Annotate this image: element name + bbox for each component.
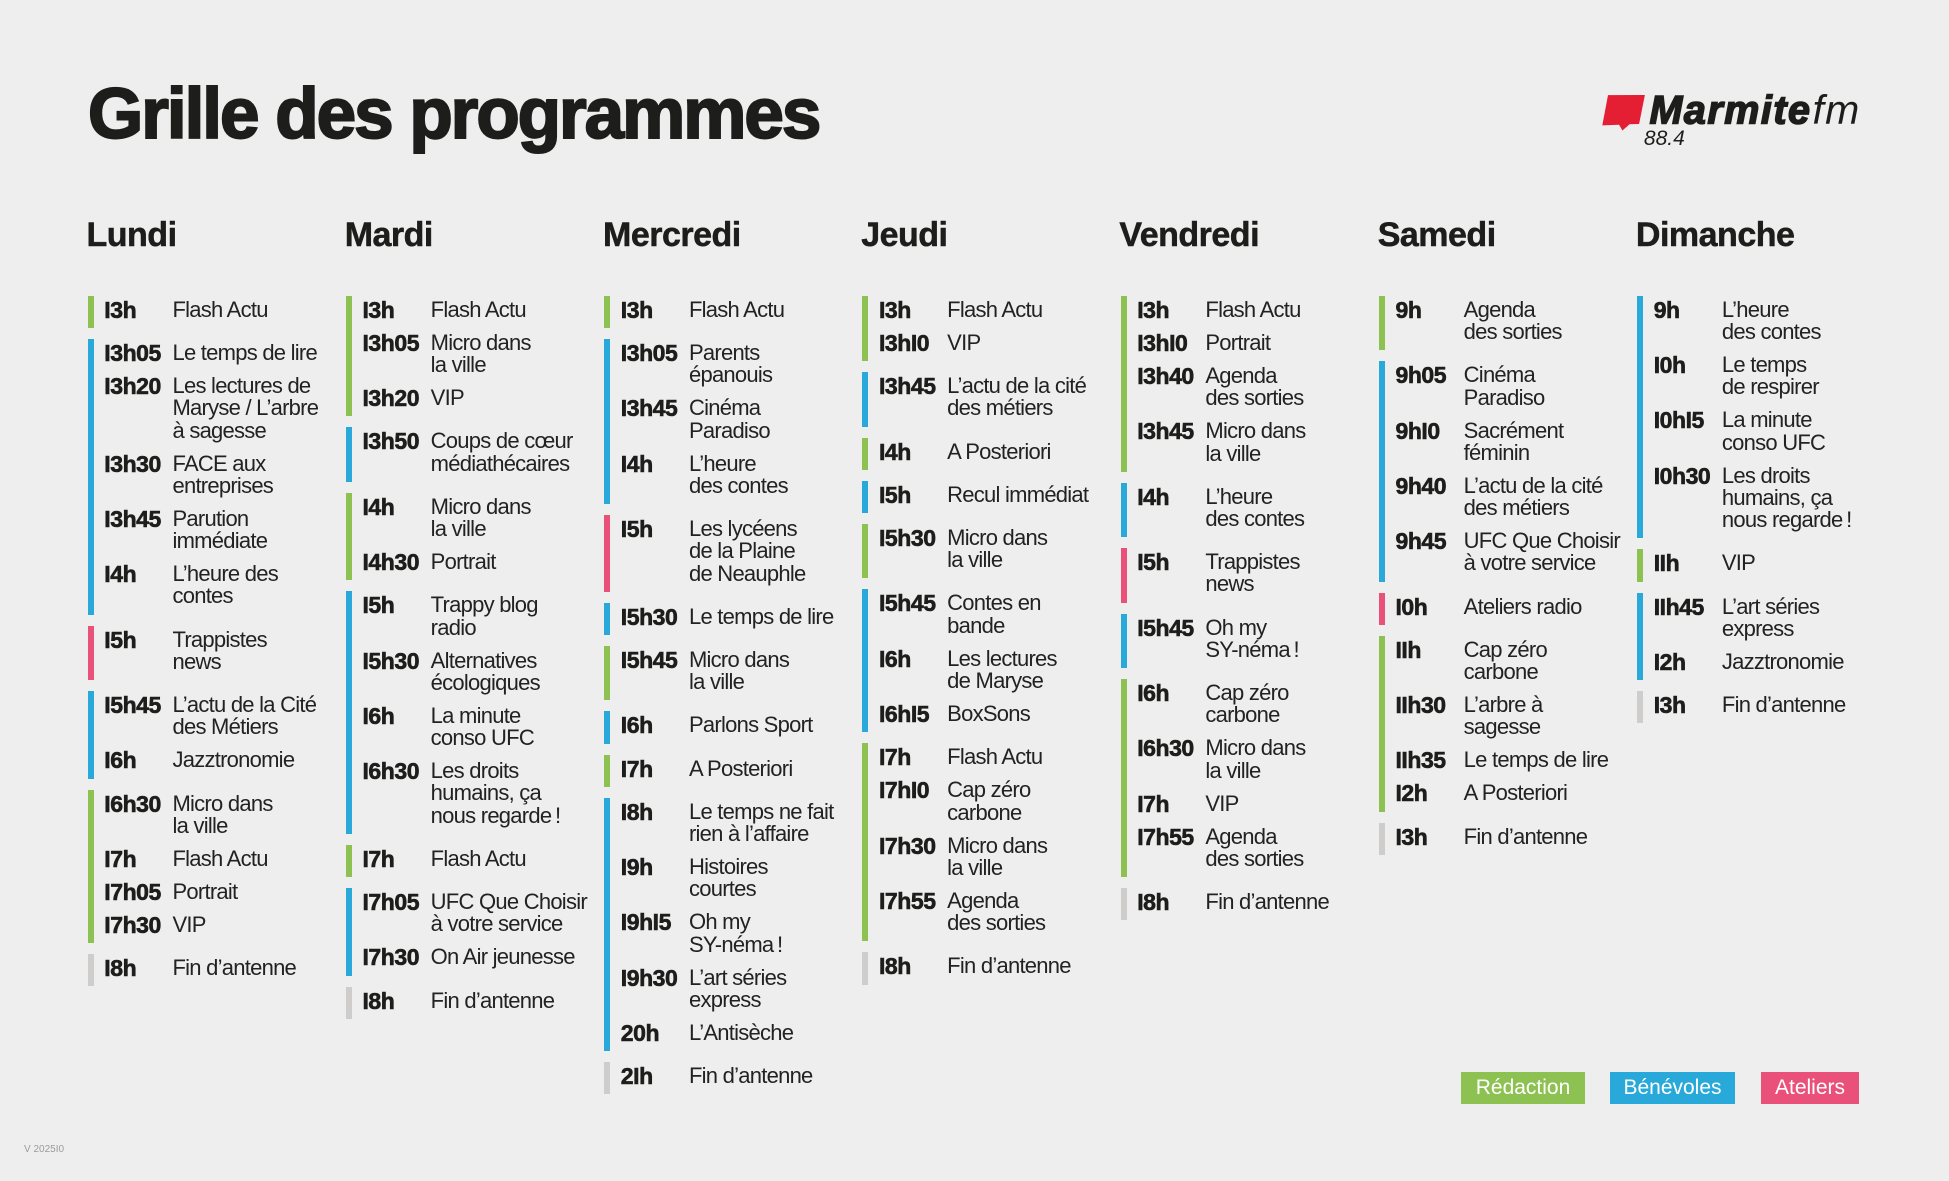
svg-text:fm: fm	[1813, 90, 1861, 133]
svg-text:88.4: 88.4	[1644, 127, 1685, 150]
svg-text:Marmite: Marmite	[1650, 90, 1812, 132]
